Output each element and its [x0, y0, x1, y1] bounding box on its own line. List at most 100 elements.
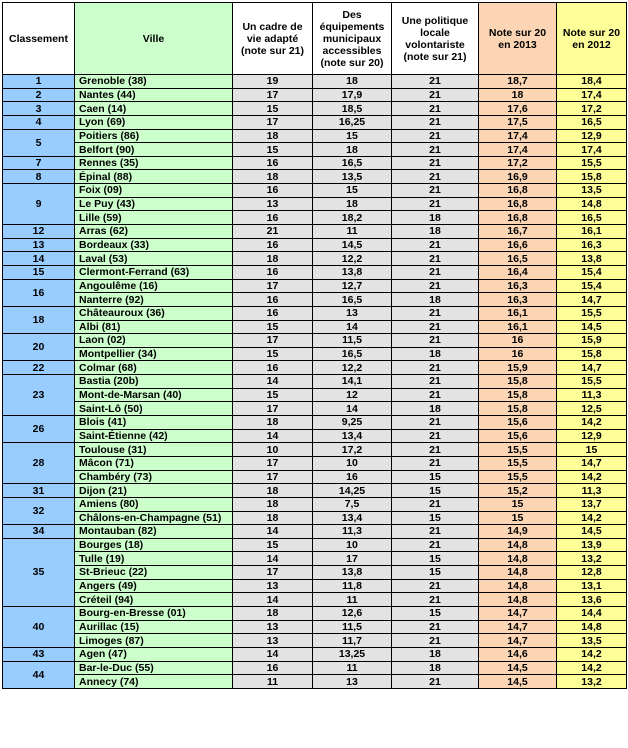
table-row: Tulle (19) 14 17 15 14,8 13,2	[3, 551, 627, 567]
score-cell: 21	[391, 442, 479, 457]
score-cell: 15,8	[478, 401, 557, 417]
score-cell: 13,8	[556, 251, 627, 266]
table-row: 18 Châteauroux (36) 16 13 21 16,1 15,5	[2, 305, 627, 335]
rank-cell: 32	[2, 496, 75, 526]
score-cell: 16	[478, 346, 557, 362]
city-cell: Montpellier (34)	[74, 346, 233, 362]
ranking-table: Classement Ville Un cadre de vie adapté …	[2, 2, 627, 689]
rank-cell: 40	[2, 605, 75, 648]
table-row: 22 Colmar (68) 16 12,2 21 15,9 14,7	[2, 360, 627, 376]
score-cell: 16,1	[556, 224, 627, 239]
score-cell: 18	[391, 210, 479, 226]
score-cell: 13,1	[556, 578, 627, 594]
score-cell: 17,9	[312, 87, 392, 103]
city-cell: Poitiers (86)	[74, 128, 233, 144]
score-cell: 15	[391, 483, 479, 498]
score-cell: 11,3	[556, 483, 627, 498]
score-cell: 11,5	[312, 333, 392, 348]
rank-cell: 18	[2, 305, 75, 335]
score-cell: 16,5	[556, 210, 627, 226]
score-cell: 15	[232, 101, 313, 116]
rank-cell: 16	[2, 278, 75, 307]
table-row: 20 Laon (02) 17 11,5 21 16 15,9	[2, 333, 627, 362]
score-cell: 12,7	[312, 278, 392, 294]
header-cell: Une politique locale volontariste (note …	[391, 2, 479, 75]
score-cell: 14	[232, 524, 313, 539]
score-cell: 16,1	[478, 305, 557, 321]
table-row: Saint-Étienne (42) 14 13,4 21 15,6 12,9	[3, 428, 627, 444]
score-cell: 15,5	[556, 305, 627, 321]
score-cell: 15,4	[556, 278, 627, 294]
score-cell: 14,6	[478, 646, 557, 662]
score-cell: 13,4	[312, 510, 392, 526]
score-cell: 14,2	[556, 415, 627, 430]
rank-cell: 13	[2, 237, 75, 253]
score-cell: 15	[556, 442, 627, 457]
score-cell: 21	[391, 169, 479, 185]
score-cell: 16,5	[556, 114, 627, 130]
city-cell: Épinal (88)	[74, 169, 233, 185]
header-cell: Note sur 20 en 2013	[478, 2, 557, 75]
score-cell: 12,6	[312, 605, 392, 621]
score-cell: 18	[391, 292, 479, 307]
score-cell: 14,8	[556, 196, 627, 212]
score-cell: 21	[391, 496, 479, 512]
score-cell: 16,5	[312, 155, 392, 171]
city-cell: Albi (81)	[74, 319, 233, 335]
score-cell: 16,3	[478, 292, 557, 307]
table-row: 26 Blois (41) 18 9,25 21 15,6 14,2	[2, 415, 627, 444]
score-cell: 15	[312, 183, 392, 198]
table-row: Le Puy (43) 13 18 21 16,8 14,8	[3, 196, 627, 212]
score-cell: 21	[391, 196, 479, 212]
table-row: 32 Amiens (80) 18 7,5 21 15 13,7	[2, 496, 627, 526]
table-row: 43 Agen (47) 14 13,25 18 14,6 14,2	[2, 646, 627, 662]
score-cell: 11	[312, 660, 392, 676]
score-cell: 14,25	[312, 483, 392, 498]
score-cell: 14,8	[478, 565, 557, 580]
score-cell: 18	[312, 142, 392, 157]
score-cell: 14,7	[478, 633, 557, 648]
score-cell: 17	[232, 333, 313, 348]
table-row: 35 Bourges (18) 15 10 21 14,8 13,9	[2, 537, 627, 607]
score-cell: 17	[232, 87, 313, 103]
score-cell: 13	[232, 633, 313, 648]
city-cell: Blois (41)	[74, 415, 233, 430]
score-cell: 15	[391, 469, 479, 485]
score-cell: 15	[232, 346, 313, 362]
score-cell: 13,5	[556, 183, 627, 198]
score-cell: 13,4	[312, 428, 392, 444]
score-cell: 17	[232, 565, 313, 580]
score-cell: 11,3	[312, 524, 392, 539]
score-cell: 10	[312, 455, 392, 471]
score-cell: 16	[232, 264, 313, 280]
score-cell: 13,2	[556, 551, 627, 567]
score-cell: 21	[391, 251, 479, 266]
score-cell: 17,2	[556, 101, 627, 116]
score-cell: 18	[232, 510, 313, 526]
score-cell: 16	[312, 469, 392, 485]
score-cell: 18,7	[478, 74, 557, 89]
score-cell: 13	[312, 305, 392, 321]
city-cell: Lille (59)	[74, 210, 233, 226]
score-cell: 16,1	[478, 319, 557, 335]
header-cell: Classement	[2, 2, 75, 75]
rank-cell: 34	[2, 524, 75, 539]
city-cell: Châlons-en-Champagne (51)	[74, 510, 233, 526]
score-cell: 18	[232, 483, 313, 498]
score-cell: 21	[391, 87, 479, 103]
score-cell: 14,2	[556, 646, 627, 662]
score-cell: 17	[232, 114, 313, 130]
rank-cell: 23	[2, 374, 75, 417]
score-cell: 17,5	[478, 114, 557, 130]
table-row: 34 Montauban (82) 14 11,3 21 14,9 14,5	[2, 524, 627, 539]
score-cell: 14,8	[478, 592, 557, 607]
score-cell: 15	[232, 387, 313, 403]
table-row: Mâcon (71) 17 10 21 15,5 14,7	[3, 455, 627, 471]
score-cell: 9,25	[312, 415, 392, 430]
city-cell: Bastia (20b)	[74, 374, 233, 389]
score-cell: 16	[232, 155, 313, 171]
table-row: 9 Foix (09) 16 15 21 16,8 13,5	[2, 183, 627, 226]
score-cell: 17,4	[556, 87, 627, 103]
score-cell: 10	[312, 537, 392, 553]
